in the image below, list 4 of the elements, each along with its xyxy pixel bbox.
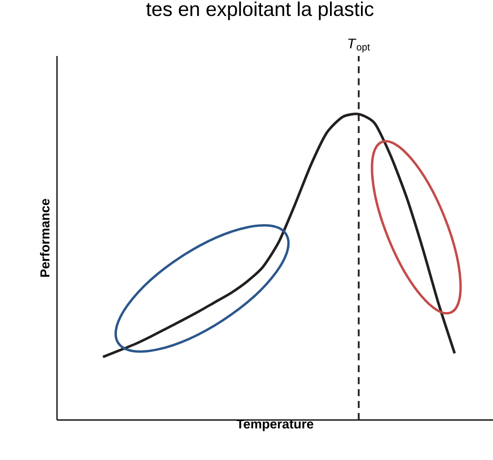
- y-axis-title: Performance: [40, 198, 50, 277]
- x-axis-title: Temperature: [236, 420, 314, 432]
- text: T$_{opt}$: [348, 38, 370, 52]
- text: tes en exploitant la plastic: [146, 2, 374, 20]
